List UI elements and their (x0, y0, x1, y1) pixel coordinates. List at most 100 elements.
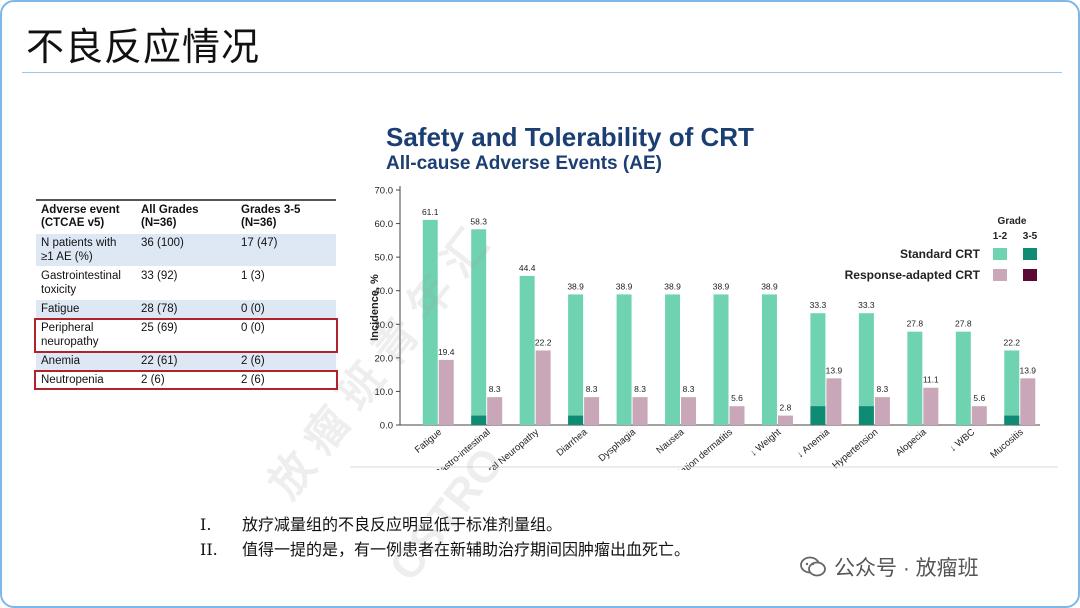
bar-response-adapted-crt (681, 397, 697, 425)
note-item: I. 放疗减量组的不良反应明显低于标准剂量组。 (200, 515, 563, 534)
category-label: Diarrhea (555, 426, 591, 458)
data-label: 58.3 (470, 216, 487, 226)
data-label: 22.2 (1003, 337, 1020, 347)
table-cell: Peripheral neuropathy (36, 318, 136, 352)
table-cell: N patients with ≥1 AE (%) (36, 233, 136, 267)
category-label: ↓ Weight (748, 427, 784, 459)
y-tick-label: 0.0 (380, 421, 393, 432)
data-label: 13.9 (826, 365, 843, 375)
legend-label: Response-adapted CRT (845, 268, 981, 282)
table-cell: 22 (61) (136, 351, 236, 371)
bar-standard-crt (713, 294, 729, 425)
table-header-row: Adverse event (CTCAE v5) All Grades (N=3… (36, 199, 336, 234)
bar-standard-crt (568, 294, 584, 425)
legend-swatch (1023, 269, 1037, 281)
table-cell: 25 (69) (136, 318, 236, 352)
data-label: 33.3 (858, 300, 875, 310)
table-cell: 0 (0) (236, 318, 336, 352)
table-header: Grades 3-5 (N=36) (236, 199, 336, 234)
y-tick-label: 40.0 (375, 286, 394, 297)
note-item: II. 值得一提的是，有一例患者在新辅助治疗期间因肿瘤出血死亡。 (200, 540, 691, 559)
note-text: 放疗减量组的不良反应明显低于标准剂量组。 (242, 515, 563, 534)
data-label: 38.9 (713, 281, 730, 291)
data-label: 5.6 (973, 393, 985, 403)
data-label: 33.3 (810, 300, 827, 310)
table-cell: 2 (6) (236, 370, 336, 389)
y-tick-label: 30.0 (375, 320, 394, 331)
bar-response-adapted-crt (487, 397, 503, 425)
category-label: ↓ Anemia (795, 426, 833, 460)
bar-response-adapted-crt (1020, 378, 1036, 425)
table-cell: Anemia (36, 351, 136, 371)
bar-standard-crt (1004, 350, 1020, 425)
table-header: All Grades (N=36) (136, 199, 236, 234)
adverse-event-table: Adverse event (CTCAE v5) All Grades (N=3… (36, 199, 336, 389)
data-label: 27.8 (955, 319, 972, 329)
bar-response-adapted-crt (923, 387, 939, 425)
notes-list: I. 放疗减量组的不良反应明显低于标准剂量组。 II. 值得一提的是，有一例患者在新… (200, 512, 690, 562)
data-label: 5.6 (731, 393, 743, 403)
data-label: 27.8 (907, 319, 924, 329)
table-row: Fatigue 28 (78) 0 (0) (36, 299, 336, 319)
wechat-icon (800, 556, 826, 577)
bar-standard-crt-grade35 (1004, 415, 1020, 425)
y-tick-label: 60.0 (375, 219, 394, 230)
table-row: Anemia 22 (61) 2 (6) (36, 351, 336, 371)
bar-response-adapted-crt (584, 397, 600, 425)
table-cell: 28 (78) (136, 299, 236, 319)
table-cell: Fatigue (36, 299, 136, 319)
bar-standard-crt (422, 219, 438, 425)
bar-standard-crt (858, 313, 874, 425)
bar-standard-crt-grade35 (858, 406, 874, 425)
y-tick-label: 70.0 (375, 186, 394, 197)
wechat-footer: 公众号 · 放瘤班 (800, 552, 979, 582)
bar-standard-crt (665, 294, 681, 425)
table-cell: 17 (47) (236, 233, 336, 267)
table-cell: 1 (3) (236, 266, 336, 300)
category-label: Dysphagia (597, 426, 639, 464)
legend-label: Standard CRT (900, 247, 981, 261)
legend-swatch (993, 248, 1007, 260)
table-cell: 0 (0) (236, 299, 336, 319)
slide-title: 不良反应情况 (26, 25, 261, 69)
bar-standard-crt-grade35 (810, 406, 826, 425)
table-cell: 2 (6) (136, 370, 236, 389)
category-label: Alopecia (894, 426, 930, 458)
data-label: 8.3 (683, 384, 695, 394)
bar-standard-crt-grade35 (568, 415, 584, 425)
table-header: Adverse event (CTCAE v5) (36, 199, 136, 234)
bar-standard-crt (471, 229, 487, 425)
table-row: Neutropenia 2 (6) 2 (6) (36, 370, 336, 389)
category-label: Hypertension (830, 427, 880, 470)
bar-response-adapted-crt (632, 397, 648, 425)
category-label: Nausea (654, 426, 687, 456)
table-cell: Gastrointestinal toxicity (36, 266, 136, 300)
data-label: 19.4 (438, 347, 455, 357)
bar-response-adapted-crt (729, 406, 745, 425)
note-text: 值得一提的是，有一例患者在新辅助治疗期间因肿瘤出血死亡。 (242, 540, 691, 559)
table-row: Peripheral neuropathy 25 (69) 0 (0) (36, 318, 336, 352)
y-tick-label: 20.0 (375, 353, 394, 364)
data-label: 8.3 (876, 384, 888, 394)
bar-response-adapted-crt (535, 350, 551, 425)
data-label: 13.9 (1019, 365, 1036, 375)
data-label: 8.3 (586, 384, 598, 394)
y-axis-label: Incidence, % (369, 274, 381, 341)
data-label: 44.4 (519, 263, 536, 273)
table-cell: 33 (92) (136, 266, 236, 300)
table-row: Gastrointestinal toxicity 33 (92) 1 (3) (36, 266, 336, 300)
bar-standard-crt (761, 294, 777, 425)
data-label: 22.2 (535, 337, 552, 347)
bar-standard-crt (810, 313, 826, 425)
data-label: 38.9 (616, 281, 633, 291)
bar-standard-crt (907, 331, 923, 425)
legend-title: Grade (998, 216, 1027, 227)
chart-title: Safety and Tolerability of CRT (386, 122, 754, 152)
wechat-account: 公众号 · 放瘤班 (834, 557, 979, 580)
y-tick-label: 50.0 (375, 253, 394, 264)
data-label: 11.1 (923, 375, 939, 385)
data-label: 38.9 (761, 281, 778, 291)
bar-response-adapted-crt (971, 406, 987, 425)
data-label: 2.8 (780, 403, 792, 413)
table-cell: Neutropenia (36, 370, 136, 389)
